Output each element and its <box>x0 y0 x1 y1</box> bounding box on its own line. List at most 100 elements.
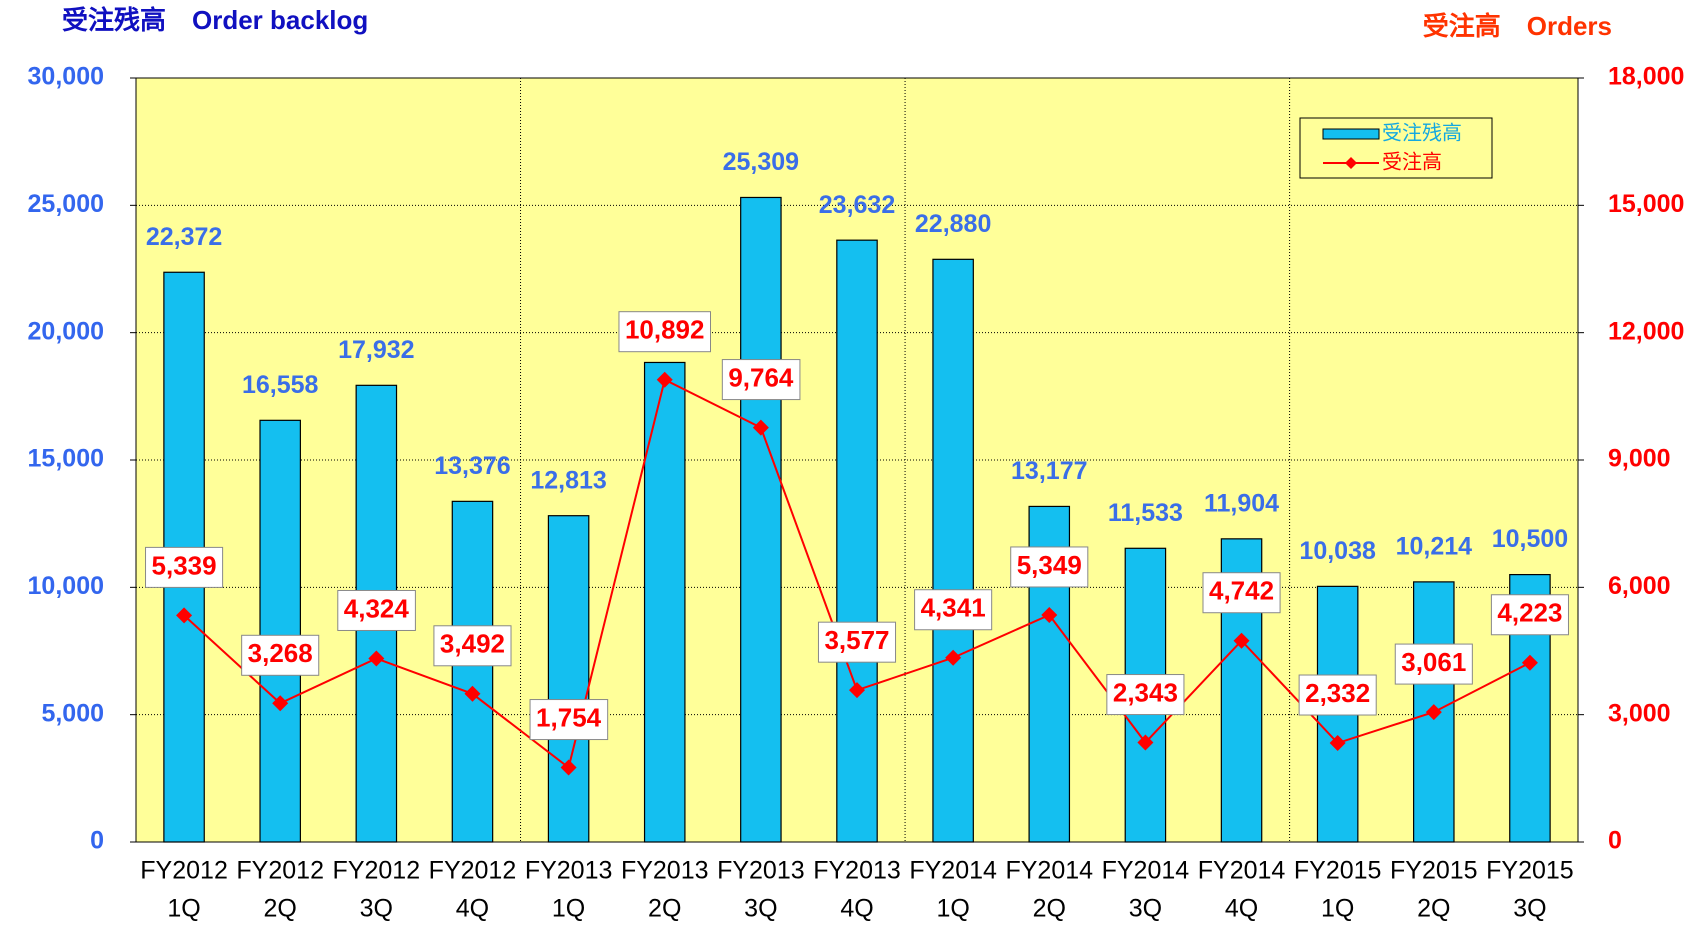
bar-value-label: 11,904 <box>1204 489 1279 517</box>
value-label-box <box>721 359 801 401</box>
x-tick-label: 1Q <box>552 895 585 923</box>
line-marker <box>1329 735 1346 752</box>
value-label-box <box>1202 572 1281 614</box>
value-label-box <box>618 311 711 353</box>
x-tick-label: 3Q <box>1129 895 1162 923</box>
x-tick-label: 4Q <box>1225 895 1258 923</box>
x-tick-label: FY2012 <box>333 857 421 885</box>
bar-value-label: 10,038 <box>1299 537 1376 565</box>
x-tick-label: 2Q <box>1417 895 1450 923</box>
y-tick-label: 15,000 <box>28 445 104 473</box>
x-tick-label: 2Q <box>264 895 297 923</box>
x-tick-label: FY2012 <box>140 857 228 885</box>
y-tick-label: 25,000 <box>28 190 104 218</box>
x-tick-label: FY2014 <box>1198 857 1286 885</box>
bar <box>547 515 590 843</box>
line-marker <box>1041 606 1058 623</box>
x-tick-label: 4Q <box>840 895 873 923</box>
line-marker <box>1521 654 1538 671</box>
value-label-box <box>337 589 416 631</box>
x-tick-label: FY2014 <box>909 857 997 885</box>
x-tick-label: FY2015 <box>1486 857 1574 885</box>
bar-value-label: 11,533 <box>1108 499 1183 527</box>
legend-label: 受注残高 <box>1382 121 1462 144</box>
bar-value-label: 12,813 <box>530 466 606 494</box>
y-tick-label: 10,000 <box>28 572 104 600</box>
x-tick-label: 4Q <box>456 895 489 923</box>
line-marker <box>176 607 193 624</box>
line-value-label: 1,754 <box>536 702 602 732</box>
legend-box <box>1299 117 1493 179</box>
line-marker <box>560 759 577 776</box>
line-marker <box>368 650 385 667</box>
line-value-label: 4,324 <box>344 593 410 623</box>
x-tick-label: 3Q <box>1513 895 1546 923</box>
bar-value-label: 25,309 <box>723 148 799 176</box>
value-label-box <box>145 546 224 588</box>
x-tick-label: FY2013 <box>525 857 613 885</box>
bar-value-label: 10,214 <box>1396 532 1473 560</box>
line-marker <box>1137 734 1154 751</box>
bar <box>259 419 301 843</box>
x-tick-label: 1Q <box>167 895 200 923</box>
x-tick-label: FY2015 <box>1390 857 1478 885</box>
value-label-box <box>914 589 993 631</box>
line-value-label: 5,339 <box>152 550 217 580</box>
y-tick-label: 30,000 <box>28 63 104 91</box>
x-tick-label: FY2014 <box>1005 857 1093 885</box>
value-label-box <box>241 634 320 676</box>
legend-swatch <box>1322 128 1380 140</box>
x-tick-label: FY2014 <box>1102 857 1190 885</box>
x-tick-label: FY2013 <box>717 857 805 885</box>
line-value-label: 2,343 <box>1113 677 1178 707</box>
value-label-box <box>433 625 512 667</box>
value-label-box <box>1106 674 1185 716</box>
line-value-label: 4,341 <box>921 593 986 623</box>
x-tick-label: FY2013 <box>621 857 709 885</box>
x-tick-label: 2Q <box>648 895 681 923</box>
x-tick-label: 3Q <box>360 895 393 923</box>
y2-tick-label: 9,000 <box>1608 445 1671 473</box>
bar-value-label: 22,880 <box>915 210 991 238</box>
line-value-label: 2,332 <box>1305 678 1370 708</box>
bar <box>932 258 974 843</box>
y2-tick-label: 12,000 <box>1608 317 1684 345</box>
bar-value-label: 10,500 <box>1492 525 1568 553</box>
line-value-label: 9,764 <box>728 362 794 392</box>
line-value-label: 4,223 <box>1497 598 1562 628</box>
x-tick-label: 2Q <box>1033 895 1066 923</box>
y-tick-label: 5,000 <box>41 699 104 727</box>
line-value-label: 5,349 <box>1017 550 1082 580</box>
line-value-label: 3,061 <box>1401 647 1466 677</box>
y2-tick-label: 6,000 <box>1608 572 1671 600</box>
x-tick-label: FY2013 <box>813 857 901 885</box>
y-tick-label: 20,000 <box>28 317 104 345</box>
line-marker <box>272 695 289 712</box>
bar-value-label: 23,632 <box>819 191 895 219</box>
line-value-label: 4,742 <box>1209 576 1274 606</box>
x-tick-label: FY2012 <box>236 857 324 885</box>
legend-marker <box>1345 157 1357 169</box>
x-tick-label: 1Q <box>1321 895 1354 923</box>
bar-value-label: 17,932 <box>338 336 414 364</box>
line-marker <box>945 649 962 666</box>
line-marker <box>656 371 673 388</box>
bar-value-label: 22,372 <box>146 223 222 251</box>
y-tick-label: 0 <box>90 827 104 855</box>
y2-tick-label: 3,000 <box>1608 699 1671 727</box>
value-label-box <box>817 621 897 663</box>
x-tick-label: FY2012 <box>429 857 517 885</box>
value-label-box <box>529 699 609 741</box>
x-tick-label: 1Q <box>936 895 969 923</box>
bar <box>740 196 782 843</box>
line-value-label: 10,892 <box>625 315 705 345</box>
value-label-box <box>1010 546 1089 588</box>
bar <box>451 500 494 843</box>
bar-value-label: 16,558 <box>242 371 319 399</box>
line-marker <box>1233 632 1250 649</box>
line-marker <box>1425 704 1442 721</box>
line-value-label: 3,577 <box>824 625 889 655</box>
line-marker <box>752 419 769 436</box>
bar <box>836 239 878 843</box>
x-tick-label: 3Q <box>744 895 777 923</box>
